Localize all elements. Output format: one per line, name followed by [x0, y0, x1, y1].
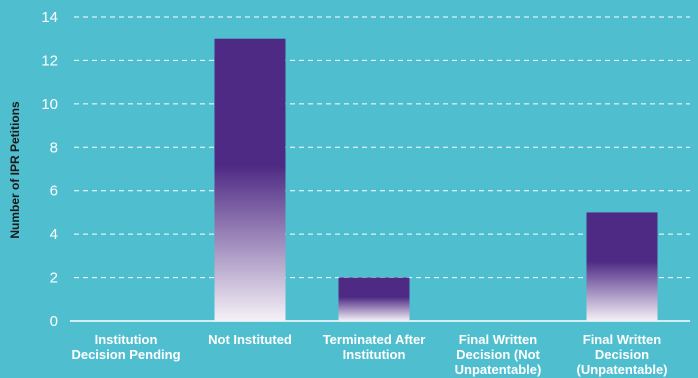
- gridlines: [74, 16, 690, 279]
- y-tick-label: 2: [50, 270, 58, 287]
- bar: [338, 277, 410, 321]
- bars: [214, 38, 658, 321]
- x-category-label: Final Written Decision (Unpatentable): [577, 332, 668, 377]
- y-tick-label: 14: [41, 9, 58, 26]
- bar: [586, 212, 658, 321]
- bar: [214, 38, 286, 321]
- y-tick-label: 8: [50, 139, 58, 156]
- x-category-label: Terminated After Institution: [323, 332, 426, 362]
- x-category-label: Not Instituted: [208, 332, 292, 347]
- y-tick-label: 0: [50, 313, 58, 330]
- x-category-label: Institution Decision Pending: [71, 332, 180, 362]
- x-category-label: Final Written Decision (Not Unpatentable): [455, 332, 542, 377]
- y-axis-ticks: 0 2 4 6 8 10 12 14: [41, 9, 58, 330]
- y-axis-label: Number of IPR Petitions: [8, 101, 22, 239]
- y-tick-label: 10: [41, 96, 58, 113]
- y-tick-label: 12: [41, 52, 58, 69]
- x-axis-categories: Institution Decision Pending Not Institute…: [71, 332, 667, 377]
- y-tick-label: 6: [50, 183, 58, 200]
- y-tick-label: 4: [50, 226, 58, 243]
